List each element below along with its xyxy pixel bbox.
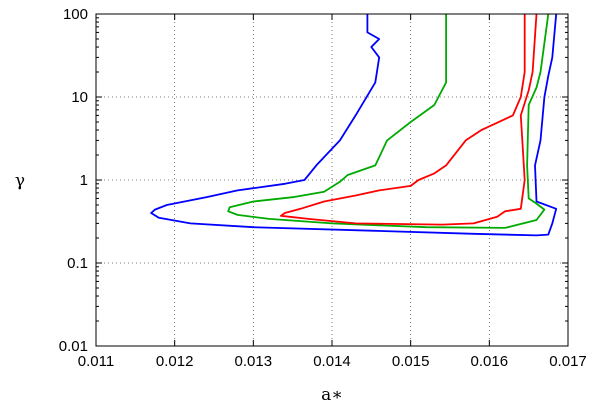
y-tick-label: 0.01 bbox=[59, 338, 88, 355]
x-tick-label: 0.012 bbox=[156, 353, 194, 370]
y-tick-label: 1 bbox=[80, 172, 88, 189]
axis-ticks: 0.011 0.012 0.013 0.014 0.015 0.016 0.017 0.01 0… bbox=[59, 6, 587, 370]
plot-series bbox=[150, 13, 558, 237]
x-tick-label: 0.017 bbox=[549, 353, 587, 370]
series-line-2 bbox=[227, 13, 550, 229]
x-tick-label: 0.014 bbox=[313, 353, 351, 370]
x-tick-label: 0.015 bbox=[392, 353, 430, 370]
x-tick-label: 0.016 bbox=[471, 353, 509, 370]
x-tick-label: 0.013 bbox=[235, 353, 273, 370]
x-axis-label: a∗ bbox=[321, 385, 343, 405]
y-tick-label: 0.1 bbox=[67, 255, 88, 272]
x-tick-label: 0.011 bbox=[78, 353, 114, 370]
grid bbox=[96, 14, 568, 346]
series-line-3 bbox=[280, 13, 538, 226]
y-tick-label: 10 bbox=[71, 89, 88, 106]
series-line-1 bbox=[150, 13, 558, 237]
y-tick-label: 100 bbox=[63, 6, 88, 23]
y-axis-label: γ bbox=[15, 171, 25, 191]
